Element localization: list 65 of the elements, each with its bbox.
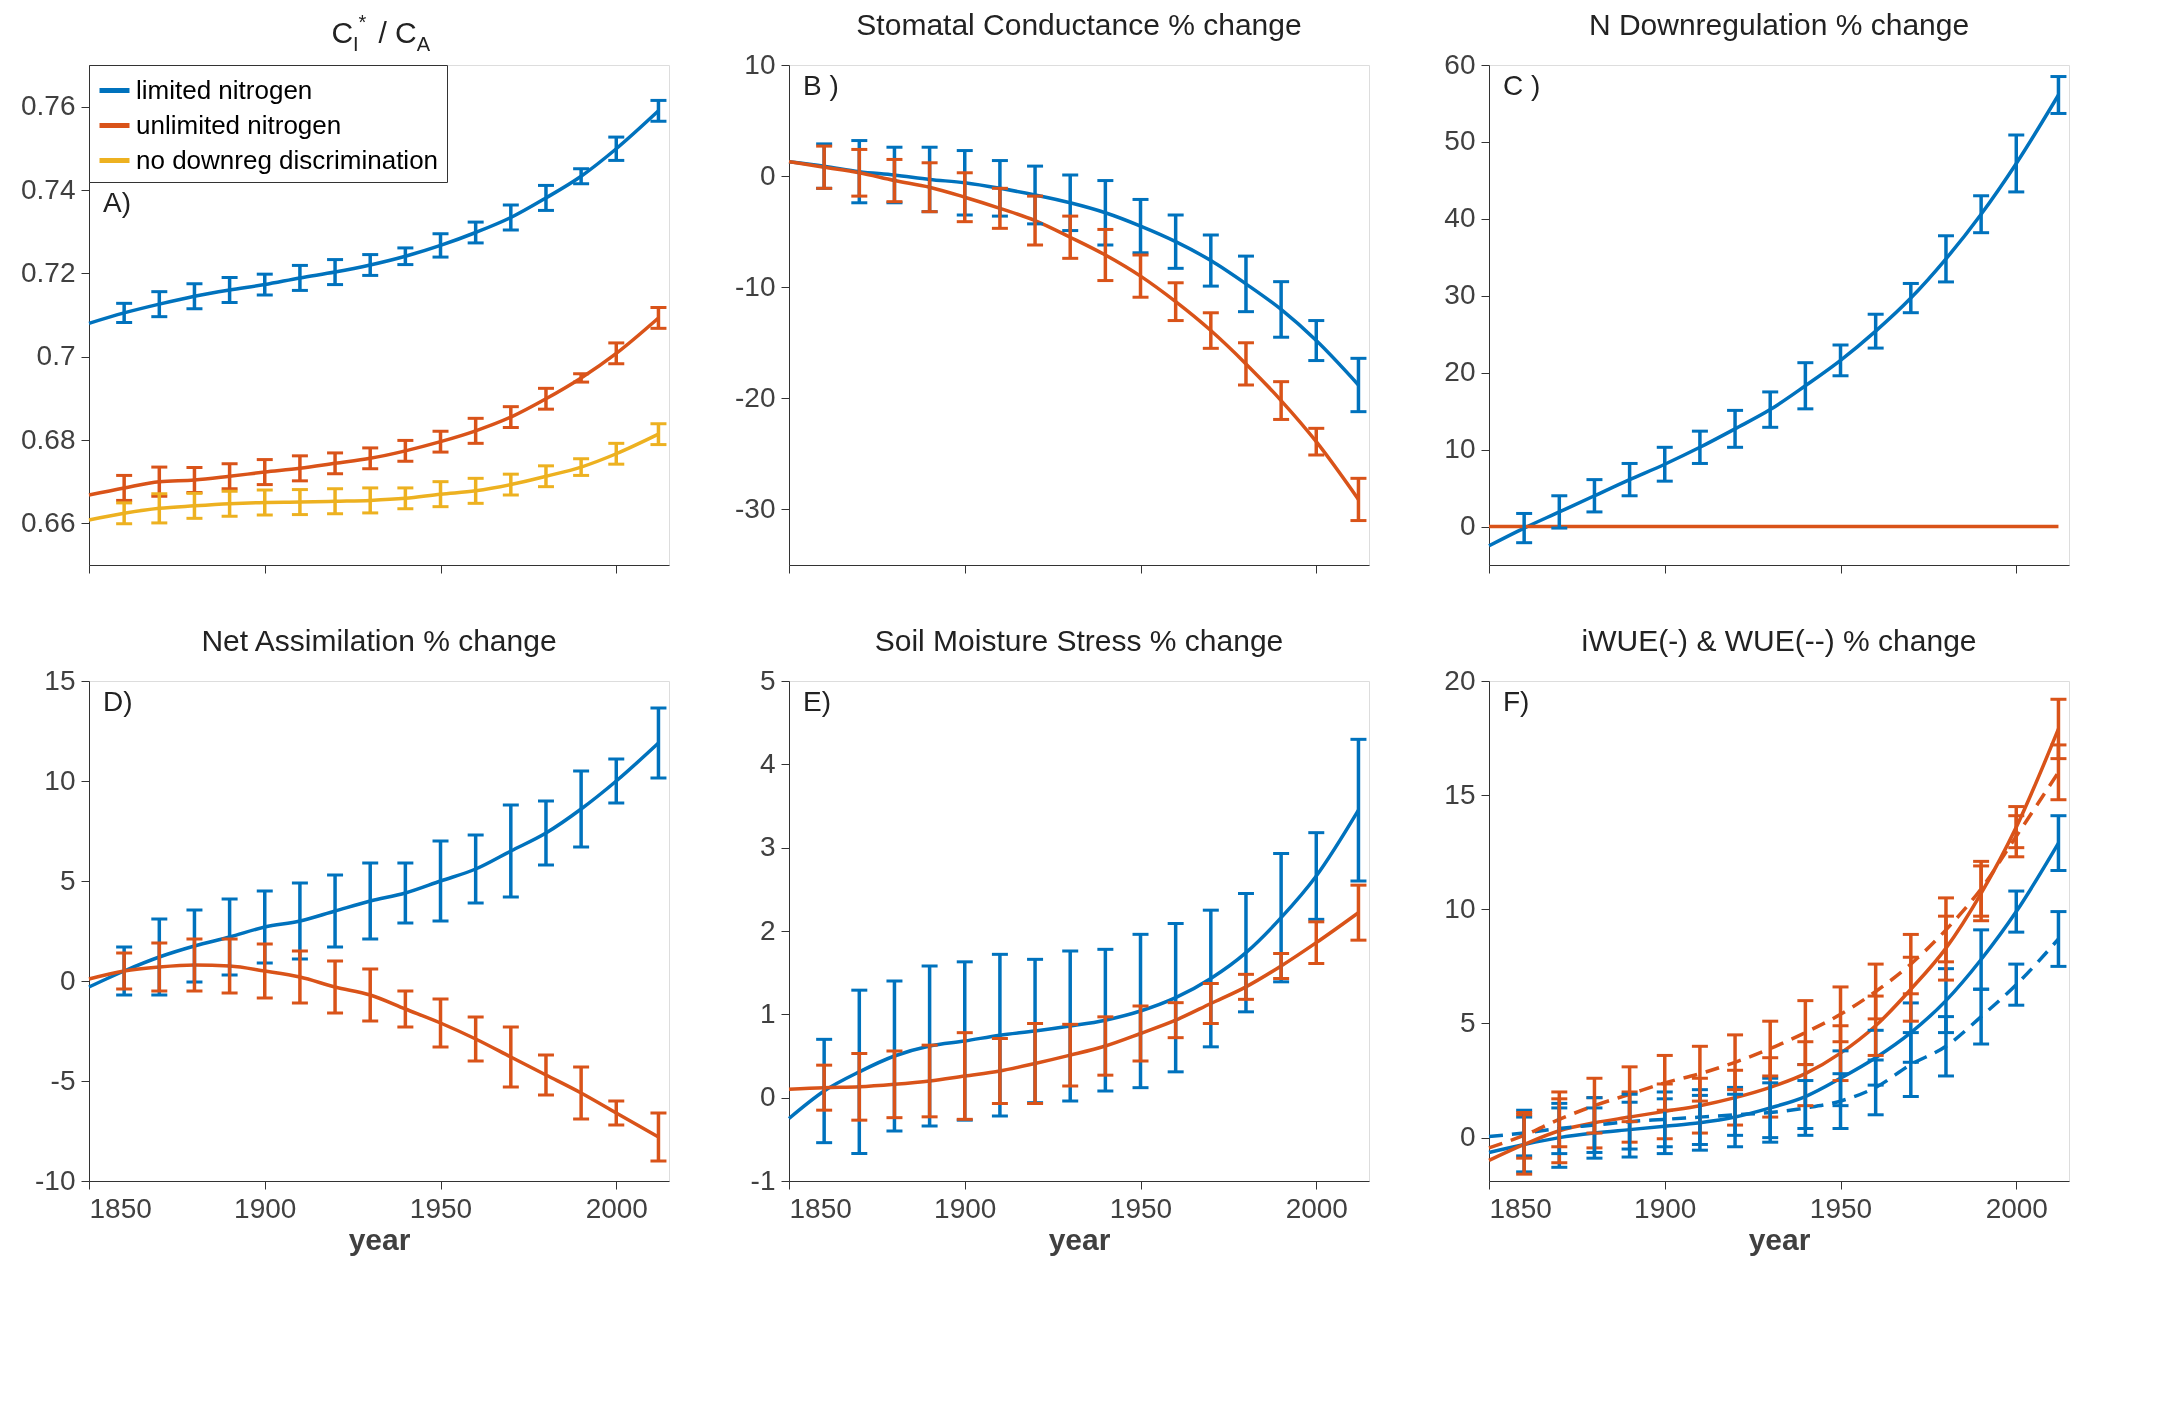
legend-label: unlimited nitrogen <box>136 109 342 140</box>
x-tick-label: 1950 <box>409 1192 473 1224</box>
y-tick-label: 0.68 <box>21 423 76 455</box>
y-tick-label: 0 <box>59 964 76 996</box>
x-tick-label: 2000 <box>1985 1192 2048 1224</box>
y-tick-label: 0 <box>759 159 776 191</box>
y-tick-label: 10 <box>1444 892 1476 924</box>
annotation: B ) <box>803 70 839 101</box>
chart-title: Stomatal Conductance % change <box>856 8 1302 41</box>
y-tick-label: -1 <box>750 1164 776 1196</box>
y-tick-label: 4 <box>759 747 776 779</box>
y-tick-label: 2 <box>759 914 776 946</box>
chart-title: iWUE(-) & WUE(--) % change <box>1581 624 1977 657</box>
annotation: D) <box>103 686 133 717</box>
legend-label: no downreg discrimination <box>136 144 439 175</box>
x-tick-label: 1850 <box>89 1192 152 1224</box>
y-tick-label: -10 <box>35 1164 76 1196</box>
y-tick-label: 3 <box>759 831 776 863</box>
y-tick-label: 5 <box>759 664 776 696</box>
y-tick-label: -5 <box>50 1064 76 1096</box>
y-tick-label: 40 <box>1444 202 1476 234</box>
y-tick-label: 15 <box>44 664 76 696</box>
y-tick-label: 0 <box>1459 510 1476 542</box>
annotation: F) <box>1503 686 1530 717</box>
y-tick-label: -30 <box>735 492 776 524</box>
y-tick-label: 5 <box>59 864 76 896</box>
y-tick-label: 30 <box>1444 279 1476 311</box>
y-tick-label: 0.7 <box>36 340 76 372</box>
x-tick-label: 2000 <box>1285 1192 1348 1224</box>
x-tick-label: 1900 <box>934 1192 997 1224</box>
y-tick-label: 0.72 <box>21 256 76 288</box>
x-tick-label: 1900 <box>234 1192 297 1224</box>
y-tick-label: 20 <box>1444 356 1476 388</box>
x-axis-title: year <box>1748 1222 1811 1256</box>
annotation: E) <box>803 686 831 717</box>
y-tick-label: 0.74 <box>21 173 76 205</box>
y-tick-label: 0.76 <box>21 90 76 122</box>
y-tick-label: 20 <box>1444 664 1476 696</box>
y-tick-label: 0.66 <box>21 506 76 538</box>
x-axis-title: year <box>348 1222 411 1256</box>
y-tick-label: 15 <box>1444 778 1476 810</box>
x-tick-label: 2000 <box>585 1192 648 1224</box>
y-tick-label: 1 <box>759 997 776 1029</box>
x-tick-label: 1850 <box>789 1192 852 1224</box>
chart-title: N Downregulation % change <box>1588 8 1970 41</box>
annotation: C ) <box>1503 70 1541 101</box>
y-tick-label: 60 <box>1444 48 1476 80</box>
x-tick-label: 1950 <box>1109 1192 1173 1224</box>
y-tick-label: 5 <box>1459 1006 1476 1038</box>
y-tick-label: 50 <box>1444 125 1476 157</box>
y-tick-label: -10 <box>735 270 776 302</box>
x-axis-title: year <box>1048 1222 1111 1256</box>
annotation: A) <box>103 187 131 218</box>
y-tick-label: 10 <box>744 48 776 80</box>
x-tick-label: 1900 <box>1634 1192 1697 1224</box>
x-tick-label: 1850 <box>1489 1192 1552 1224</box>
y-tick-label: 10 <box>44 764 76 796</box>
x-tick-label: 1950 <box>1809 1192 1873 1224</box>
y-tick-label: 10 <box>1444 433 1476 465</box>
chart-title: Net Assimilation % change <box>201 624 557 657</box>
legend-label: limited nitrogen <box>136 74 313 105</box>
y-tick-label: 0 <box>1459 1121 1476 1153</box>
y-tick-label: 0 <box>759 1081 776 1113</box>
chart-title: Soil Moisture Stress % change <box>874 624 1284 657</box>
y-tick-label: -20 <box>735 381 776 413</box>
